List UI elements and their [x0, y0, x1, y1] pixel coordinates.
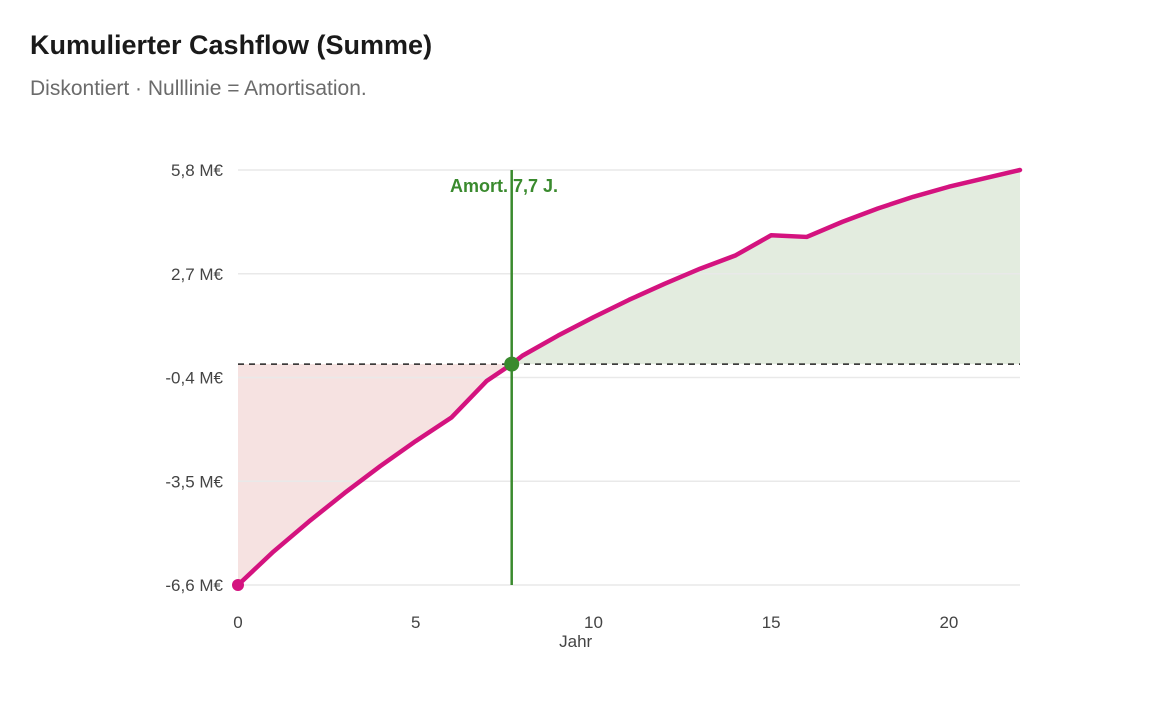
x-tick-label: 0 — [233, 613, 242, 632]
y-axis-ticks: 5,8 M€ 2,7 M€ -0,4 M€ -3,5 M€ -6,6 M€ — [165, 161, 223, 595]
cashflow-line — [235, 167, 1023, 588]
x-axis-ticks: 0 5 10 15 20 — [233, 613, 958, 632]
x-tick-label: 10 — [584, 613, 603, 632]
negative-area — [238, 364, 512, 585]
payback-point — [504, 356, 520, 372]
grid-lines — [238, 169, 1020, 586]
x-tick-label: 20 — [939, 613, 958, 632]
x-axis-label: Jahr — [559, 632, 592, 651]
y-tick-label: -6,6 M€ — [165, 576, 223, 595]
chart-title: Kumulierter Cashflow (Summe) — [30, 30, 433, 60]
y-tick-label: 5,8 M€ — [171, 161, 224, 180]
chart-subtitle: Diskontiert · Nulllinie = Amortisation. — [30, 77, 367, 100]
x-tick-label: 5 — [411, 613, 420, 632]
payback-marker-group: Amort. 7,7 J. — [450, 170, 558, 585]
payback-label: Amort. 7,7 J. — [450, 176, 558, 196]
area-fills — [238, 170, 1020, 585]
positive-area — [511, 170, 1020, 365]
y-tick-label: 2,7 M€ — [171, 265, 224, 284]
y-tick-label: -0,4 M€ — [165, 369, 223, 388]
cashflow-series — [232, 167, 1023, 591]
x-tick-label: 15 — [762, 613, 781, 632]
start-point — [232, 579, 244, 591]
y-tick-label: -3,5 M€ — [165, 472, 223, 491]
